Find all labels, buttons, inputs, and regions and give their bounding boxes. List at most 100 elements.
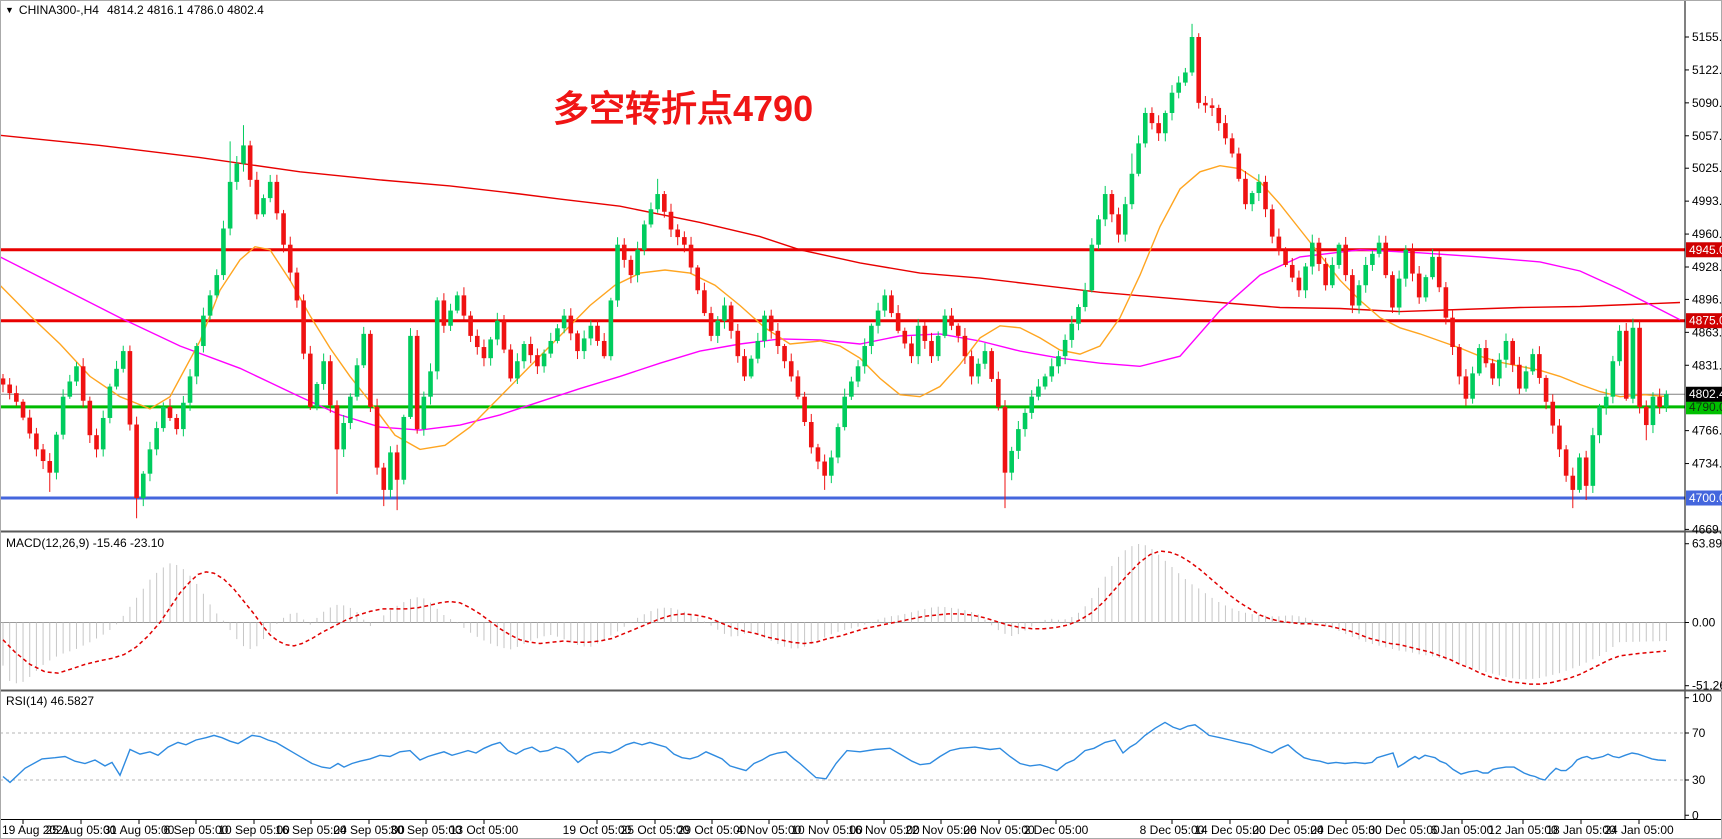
- candle-body: [20, 401, 26, 418]
- x-axis-label: 2 Dec 05:00: [1024, 823, 1089, 837]
- candle-body: [47, 461, 53, 473]
- candle-body: [1336, 244, 1342, 265]
- candle-body: [1396, 278, 1402, 308]
- candle-body: [114, 368, 119, 387]
- candle-body: [1483, 348, 1489, 364]
- candle-body: [929, 340, 934, 357]
- candle-body: [989, 351, 994, 379]
- candle-body: [201, 315, 206, 347]
- candle-body: [1630, 327, 1636, 399]
- candle-body: [1129, 173, 1135, 205]
- x-axis-label: 19 Oct 05:00: [563, 823, 632, 837]
- candle-body: [1249, 193, 1255, 205]
- candle-body: [1229, 138, 1235, 154]
- x-axis-label: 10 Nov 05:00: [791, 823, 863, 837]
- candle-body: [140, 473, 146, 498]
- candle-body: [1276, 236, 1282, 251]
- candle-body: [1583, 457, 1589, 486]
- candle-body: [795, 376, 801, 397]
- candle-body: [1330, 264, 1335, 286]
- x-axis-label: 29 Oct 05:00: [678, 823, 747, 837]
- candle-body: [722, 305, 727, 321]
- candle-body: [1009, 450, 1014, 473]
- candle-body: [1269, 209, 1275, 237]
- candle-body: [388, 452, 393, 490]
- candle-body: [1470, 373, 1475, 399]
- candle-body: [274, 181, 280, 214]
- x-axis-label: 22 Nov 05:00: [905, 823, 977, 837]
- candle-body: [434, 300, 440, 372]
- candle-body: [1403, 249, 1409, 279]
- candle-body: [87, 400, 93, 436]
- candle-body: [167, 406, 173, 418]
- candle-body: [174, 417, 179, 430]
- candle-body: [1370, 253, 1375, 265]
- current-price-tag-bg: [1686, 386, 1722, 402]
- y-axis-tick: 4669.0: [1692, 522, 1722, 536]
- candle-body: [1390, 275, 1395, 308]
- y-axis-tick: 5057.5: [1692, 129, 1722, 143]
- candle-body: [668, 211, 674, 230]
- candle-body: [54, 434, 59, 473]
- candle-body: [1189, 37, 1195, 73]
- candle-body: [822, 461, 827, 476]
- candle-body: [1570, 475, 1576, 490]
- candle-body: [127, 351, 133, 425]
- candle-body: [1142, 112, 1148, 144]
- x-axis-label: 16 Nov 05:00: [848, 823, 920, 837]
- candle-body: [1022, 412, 1028, 430]
- candle-body: [374, 406, 380, 468]
- symbol-info[interactable]: ▼ CHINA300-,H4 4814.2 4816.1 4786.0 4802.4: [5, 3, 264, 17]
- x-axis-label: 8 Dec 05:00: [1140, 823, 1205, 837]
- candle-body: [74, 366, 79, 382]
- candle-body: [368, 333, 373, 407]
- candle-body: [334, 405, 340, 450]
- candle-body: [488, 339, 493, 359]
- y-axis-tick: 5155.0: [1692, 30, 1722, 44]
- candle-body: [1156, 123, 1161, 134]
- candle-body: [1623, 330, 1629, 399]
- candle-body: [428, 371, 433, 397]
- candle-body: [468, 315, 473, 336]
- candle-body: [0, 378, 6, 385]
- candle-body: [815, 447, 821, 462]
- price-tag-4790.0-bg: [1686, 399, 1722, 415]
- candle-body: [1209, 105, 1215, 108]
- candle-body: [281, 213, 286, 245]
- candle-body: [969, 356, 974, 377]
- y-axis-tick: 4863.5: [1692, 325, 1722, 339]
- candle-body: [147, 449, 153, 474]
- candle-body: [34, 433, 39, 450]
- y-axis-tick: 4928.0: [1692, 260, 1722, 274]
- candle-body: [1042, 376, 1048, 387]
- candle-body: [67, 381, 73, 397]
- candle-body: [1176, 82, 1181, 93]
- candle-body: [1497, 359, 1502, 379]
- candle-body: [1537, 354, 1542, 378]
- x-axis-label: 6 Sep 05:00: [164, 823, 229, 837]
- candle-body: [1216, 107, 1222, 124]
- candle-body: [261, 198, 266, 215]
- candle-body: [715, 320, 721, 336]
- candle-body: [1069, 323, 1075, 340]
- rsi-axis-tick: 70: [1692, 726, 1706, 740]
- candle-body: [161, 406, 166, 429]
- candle-body: [655, 194, 660, 210]
- y-axis-tick: 5122.5: [1692, 63, 1722, 77]
- price-tag-4875.0-bg: [1686, 313, 1722, 329]
- symbol-label: CHINA300-,H4: [18, 3, 99, 17]
- candle-body: [1410, 249, 1415, 274]
- candle-body: [601, 340, 607, 357]
- candle-body: [154, 428, 159, 450]
- candle-body: [675, 229, 680, 238]
- candle-body: [842, 396, 847, 428]
- y-axis-tick: 5025.5: [1692, 161, 1722, 175]
- candle-body: [1603, 396, 1609, 407]
- chevron-down-icon[interactable]: ▼: [5, 5, 14, 15]
- candle-body: [1416, 273, 1422, 298]
- y-axis-tick: 4766.5: [1692, 424, 1722, 438]
- candle-body: [1350, 275, 1355, 306]
